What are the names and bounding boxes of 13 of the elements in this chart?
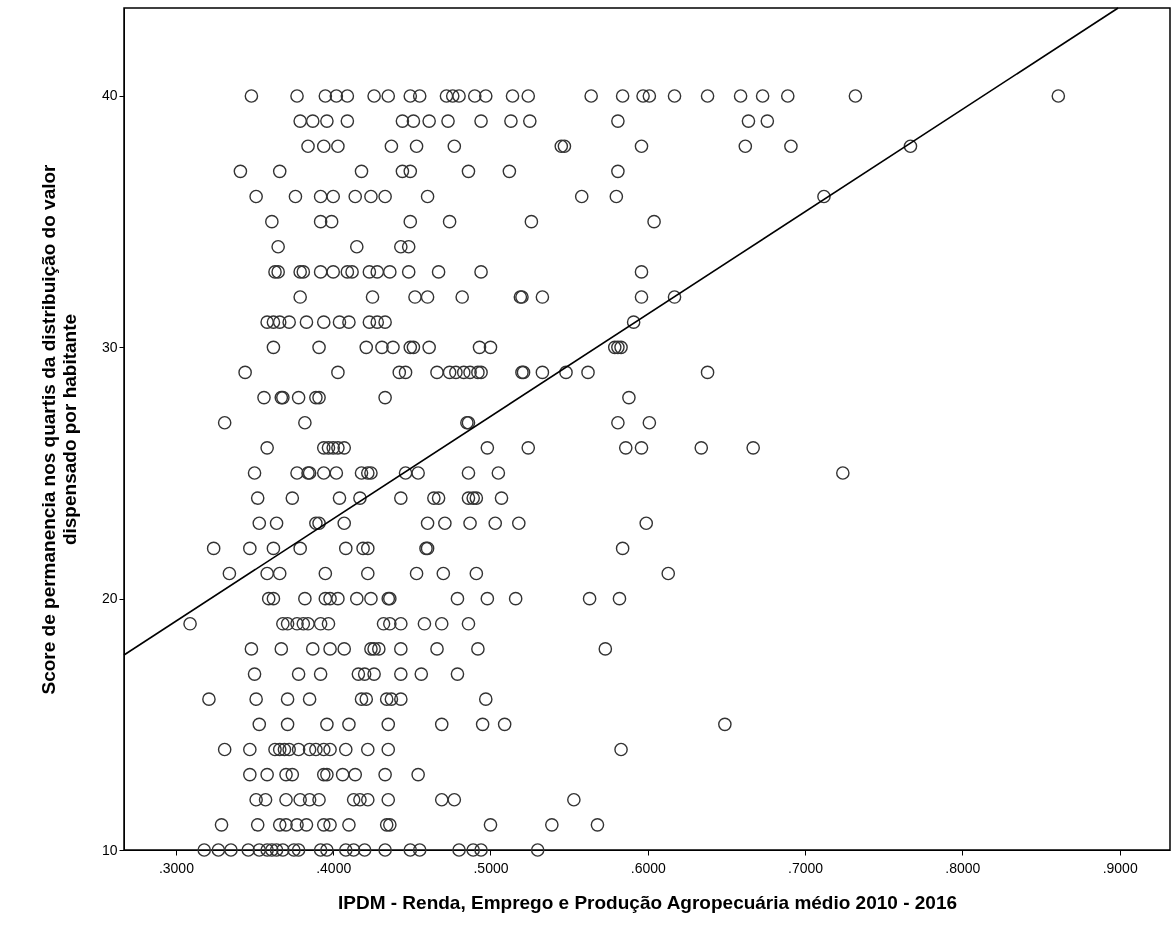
x-tick-label: .4000	[316, 859, 352, 876]
x-tick-label: .6000	[630, 859, 667, 876]
y-tick-label: 40	[101, 87, 118, 104]
x-tick-label: .3000	[158, 859, 195, 876]
y-tick-label: 30	[101, 338, 118, 355]
x-tick-label: .8000	[945, 859, 981, 876]
x-tick-label: .5000	[473, 859, 509, 876]
y-axis-title: Score de permanencia nos quartis da distribuição do valor dispensado por habitante	[37, 163, 80, 695]
x-tick-label: .9000	[1102, 859, 1138, 876]
y-tick-label: 20	[101, 590, 118, 607]
y-tick-label: 10	[101, 841, 118, 858]
x-axis-title: IPDM - Renda, Emprego e Produção Agropecuária médio 2010 - 2016	[337, 891, 958, 913]
x-tick-label: .7000	[788, 859, 824, 876]
